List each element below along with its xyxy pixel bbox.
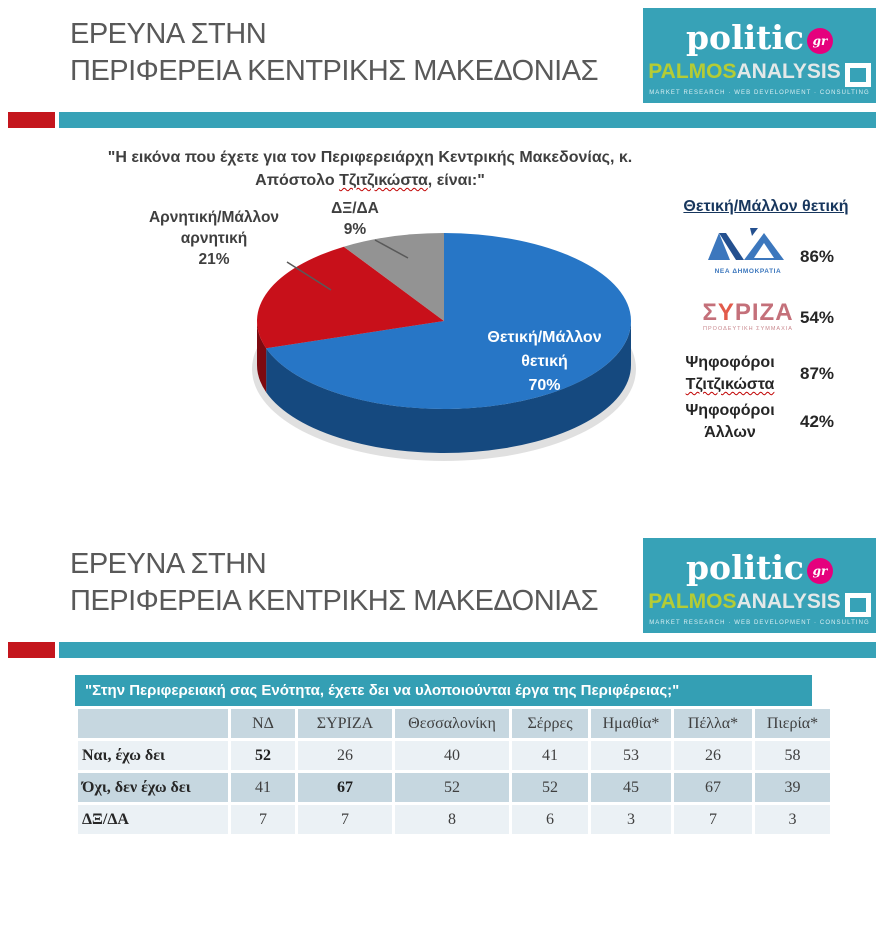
pie-slices [257, 233, 631, 453]
politic-wordmark: politic [685, 18, 805, 57]
table-row: ΔΞ/ΔΑ 7 7 8 6 3 7 3 [78, 805, 830, 834]
column-header: Πέλλα* [674, 709, 752, 738]
table-cell: 41 [512, 741, 588, 770]
pie-slice [266, 233, 631, 409]
politic-wordmark: politic [685, 548, 805, 587]
table-cell: 7 [231, 805, 295, 834]
table-row: Όχι, δεν έχω δει 41 67 52 52 45 67 39 [78, 773, 830, 802]
palmos-analysis-logo: PALMOSANALYSIS [643, 590, 876, 617]
row-label: Όχι, δεν έχω δει [78, 773, 228, 802]
pie-question: "Η εικόνα που έχετε για τον Περιφερειάρχ… [80, 146, 660, 192]
row-label: ΔΞ/ΔΑ [78, 805, 228, 834]
column-header: Θεσσαλονίκη [395, 709, 509, 738]
analysis-wordmark: ANALYSIS [736, 60, 841, 83]
table-cell: 40 [395, 741, 509, 770]
column-header: Ημαθία* [591, 709, 671, 738]
table-cell: 53 [591, 741, 671, 770]
palmos-analysis-logo: PALMOSANALYSIS [643, 60, 876, 87]
voters-tzitzikostas-value: 87% [800, 364, 835, 383]
pie-label-dk: ΔΞ/ΔΑ 9% [331, 200, 379, 238]
table-cell: 41 [231, 773, 295, 802]
slide-title-line1: ΕΡΕΥΝΑ ΣΤΗΝ [70, 18, 267, 50]
palmos-tagline: MARKET RESEARCH · WEB DEVELOPMENT · CONS… [649, 90, 870, 96]
results-table: ΝΔ ΣΥΡΙΖΑ Θεσσαλονίκη Σέρρες Ημαθία* Πέλλα* Πι… [75, 706, 833, 837]
pie-slice [266, 321, 631, 453]
pie-slice [343, 233, 444, 321]
slide-title-line1: ΕΡΕΥΝΑ ΣΤΗΝ [70, 548, 267, 580]
politic-palmos-logo: politic gr PALMOSANALYSIS MARKET RESEARC… [643, 8, 876, 103]
table-cell: 52 [512, 773, 588, 802]
square-frame-icon [844, 593, 871, 617]
table-cell: 7 [674, 805, 752, 834]
table-header-row: ΝΔ ΣΥΡΙΖΑ Θεσσαλονίκη Σέρρες Ημαθία* Πέλλα* Πι… [78, 709, 830, 738]
red-accent-bar [8, 112, 55, 128]
table-cell: 45 [591, 773, 671, 802]
nd-logo-icon [708, 228, 784, 260]
slide-2: ΕΡΕΥΝΑ ΣΤΗΝ ΠΕΡΙΦΕΡΕΙΑ ΚΕΝΤΡΙΚΗΣ ΜΑΚΕΔΟΝ… [0, 530, 880, 931]
row-label: Ναι, έχω δει [78, 741, 228, 770]
pie-question-line1: "Η εικόνα που έχετε για τον Περιφερειάρχ… [107, 149, 633, 166]
square-frame-icon [844, 63, 871, 87]
breakdown-header: Θετική/Μάλλον θετική [683, 198, 849, 215]
slide-title-line2: ΠΕΡΙΦΕΡΕΙΑ ΚΕΝΤΡΙΚΗΣ ΜΑΚΕΔΟΝΙΑΣ [70, 55, 599, 87]
table-cell: 58 [755, 741, 830, 770]
table-cell: 7 [298, 805, 392, 834]
table-cell: 3 [591, 805, 671, 834]
palmos-tagline: MARKET RESEARCH · WEB DEVELOPMENT · CONS… [649, 620, 870, 626]
slide-title: ΕΡΕΥΝΑ ΣΤΗΝ ΠΕΡΙΦΕΡΕΙΑ ΚΕΝΤΡΙΚΗΣ ΜΑΚΕΔΟΝ… [70, 16, 599, 90]
nd-caption: ΝΕΑ ΔΗΜΟΚΡΑΤΙΑ [714, 268, 782, 275]
politic-logo: politic gr [643, 20, 876, 56]
teal-accent-bar [59, 112, 876, 128]
analysis-wordmark: ANALYSIS [736, 590, 841, 613]
column-header: ΣΥΡΙΖΑ [298, 709, 392, 738]
pie-question-line2: Απόστολο Τζιτζικώστα, είναι:" [255, 172, 485, 189]
table-row: Ναι, έχω δει 52 26 40 41 53 26 58 [78, 741, 830, 770]
teal-accent-bar [59, 642, 876, 658]
table-cell: 26 [298, 741, 392, 770]
table-cell: 26 [674, 741, 752, 770]
syriza-value: 54% [800, 308, 835, 327]
syriza-wordmark: ΣΥΡΙΖΑ [702, 299, 794, 326]
palmos-wordmark: PALMOS [648, 60, 737, 83]
pie-slice [257, 321, 267, 393]
pie-label-positive: Θετική/Μάλλον θετική 70% [487, 329, 602, 394]
politic-logo: politic gr [643, 550, 876, 586]
palmos-wordmark: PALMOS [648, 590, 737, 613]
table-cell: 67 [298, 773, 392, 802]
voters-tzitzikostas-label: Ψηφοφόροι Τζιτζικώστα [685, 354, 775, 393]
table-cell: 8 [395, 805, 509, 834]
voters-others-label: Ψηφοφόροι Άλλων [685, 402, 775, 441]
column-header: Σέρρες [512, 709, 588, 738]
table-cell: 39 [755, 773, 830, 802]
table-question-bar: "Στην Περιφερειακή σας Ενότητα, έχετε δε… [75, 675, 812, 706]
table-cell: 67 [674, 773, 752, 802]
voters-others-value: 42% [800, 412, 835, 431]
syriza-party-logo: ΣΥΡΙΖΑ ΠΡΟΟΔΕΥΤΙΚΗ ΣΥΜΜΑΧΙΑ [690, 299, 806, 333]
syriza-caption: ΠΡΟΟΔΕΥΤΙΚΗ ΣΥΜΜΑΧΙΑ [703, 326, 793, 332]
column-header: Πιερία* [755, 709, 830, 738]
slide-title-line2: ΠΕΡΙΦΕΡΕΙΑ ΚΕΝΤΡΙΚΗΣ ΜΑΚΕΔΟΝΙΑΣ [70, 585, 599, 617]
table-cell: 52 [231, 741, 295, 770]
nd-value: 86% [800, 247, 835, 266]
corner-cell [78, 709, 228, 738]
table-cell: 6 [512, 805, 588, 834]
table-cell: 3 [755, 805, 830, 834]
pie-label-negative: Αρνητική/Μάλλον αρνητική 21% [148, 209, 280, 268]
callout-line-negative [286, 261, 332, 291]
gr-badge-icon: gr [807, 558, 834, 584]
red-accent-bar [8, 642, 55, 658]
gr-badge-icon: gr [807, 28, 834, 54]
slide-1: ΕΡΕΥΝΑ ΣΤΗΝ ΠΕΡΙΦΕΡΕΙΑ ΚΕΝΤΡΙΚΗΣ ΜΑΚΕΔΟΝ… [8, 8, 876, 461]
slide-title: ΕΡΕΥΝΑ ΣΤΗΝ ΠΕΡΙΦΕΡΕΙΑ ΚΕΝΤΡΙΚΗΣ ΜΑΚΕΔΟΝ… [70, 546, 599, 620]
spellcheck-underlined-word: Τζιτζικώστα [339, 172, 428, 189]
table-cell: 52 [395, 773, 509, 802]
nd-party-logo: ΝΕΑ ΔΗΜΟΚΡΑΤΙΑ [700, 228, 796, 275]
column-header: ΝΔ [231, 709, 295, 738]
callout-line-dk [374, 239, 409, 259]
pie-chart [252, 233, 636, 461]
politic-palmos-logo: politic gr PALMOSANALYSIS MARKET RESEARC… [643, 538, 876, 633]
